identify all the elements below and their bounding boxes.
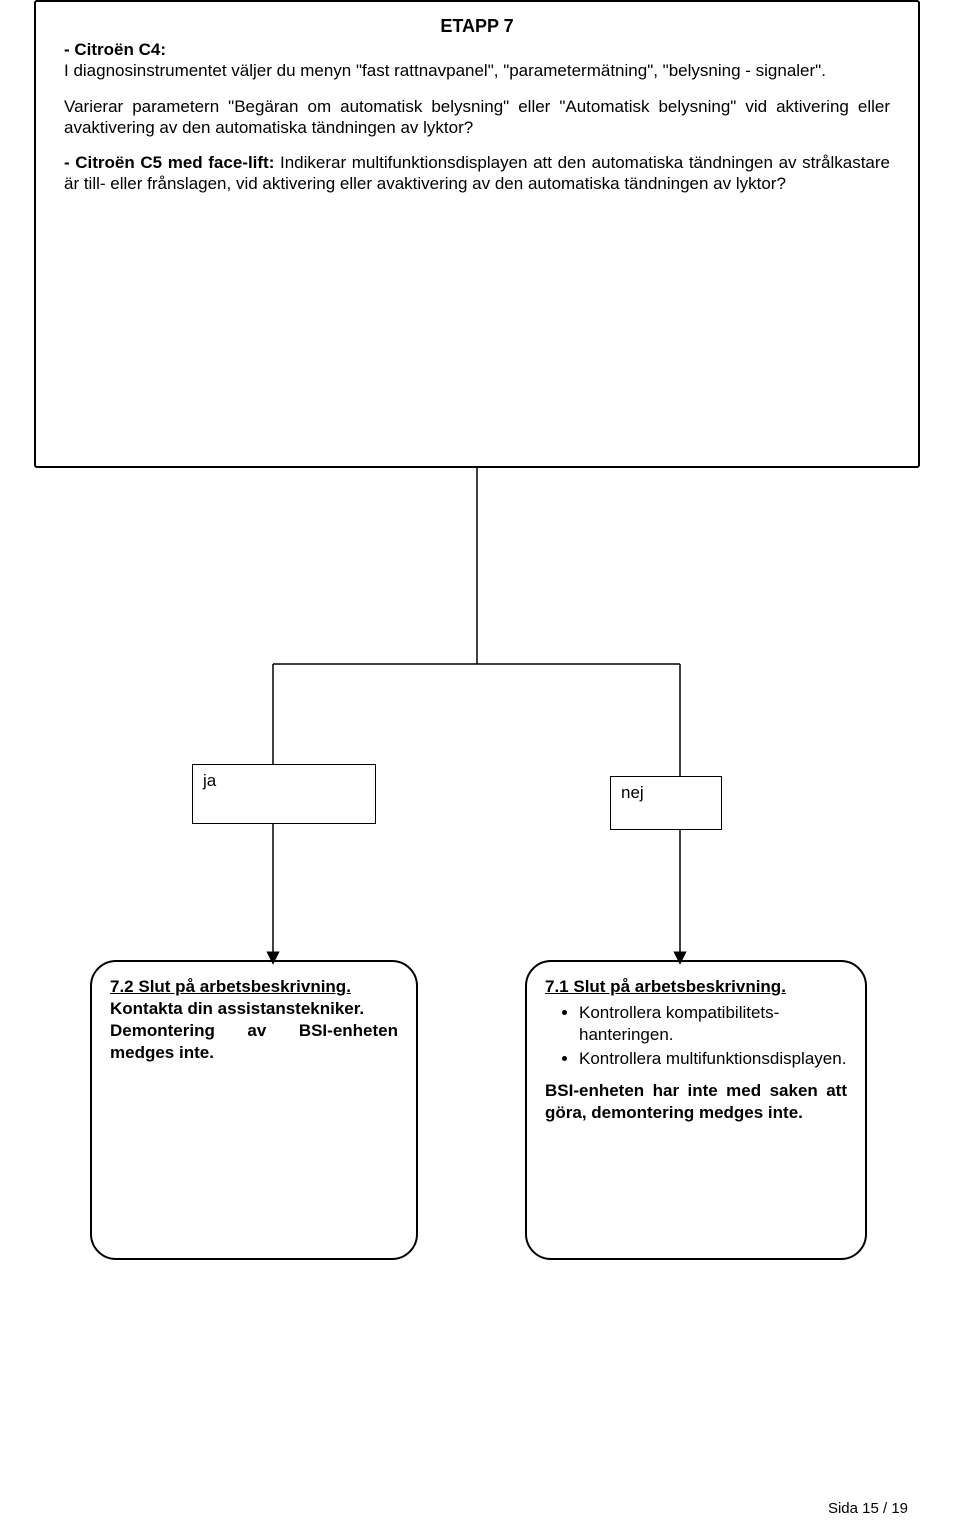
result-7-2-title: 7.2 Slut på arbetsbeskrivning. — [110, 977, 351, 996]
page-footer: Sida 15 / 19 — [828, 1500, 908, 1517]
result-7-1-bullet-2: Kontrollera multifunktionsdisplayen. — [579, 1048, 847, 1070]
result-7-2-line2: Demontering av BSI-enheten medges inte. — [110, 1020, 398, 1064]
etapp7-para-3: - Citroën C5 med face-lift: Indikerar mu… — [64, 152, 890, 195]
result-7-1-bullets: Kontrollera kompatibilitets-hanteringen.… — [545, 1002, 847, 1070]
decision-yes-label: ja — [203, 771, 216, 790]
para1-lead: - Citroën C4: — [64, 40, 166, 59]
etapp7-para-2: Varierar parametern "Begäran om automati… — [64, 96, 890, 139]
etapp7-box: ETAPP 7 - Citroën C4: I diagnosinstrumen… — [34, 0, 920, 468]
decision-no-box: nej — [610, 776, 722, 830]
result-7-2-line1: Kontakta din assistanstekniker. — [110, 999, 364, 1018]
result-7-1-bullet-1: Kontrollera kompatibilitets-hanteringen. — [579, 1002, 847, 1046]
decision-no-label: nej — [621, 783, 644, 802]
para3-lead: - Citroën C5 med face-lift: — [64, 153, 274, 172]
para1-rest: I diagnosinstrumentet väljer du menyn "f… — [64, 61, 826, 80]
decision-yes-box: ja — [192, 764, 376, 824]
result-7-1-title: 7.1 Slut på arbetsbeskrivning. — [545, 977, 786, 996]
result-box-7-2: 7.2 Slut på arbetsbeskrivning. Kontakta … — [90, 960, 418, 1260]
result-box-7-1: 7.1 Slut på arbetsbeskrivning. Kontrolle… — [525, 960, 867, 1260]
para2-rest: Varierar parametern "Begäran om automati… — [64, 97, 890, 137]
result-7-1-trailer: BSI-enheten har inte med saken att göra,… — [545, 1080, 847, 1124]
etapp7-para-1: - Citroën C4: I diagnosinstrumentet välj… — [64, 39, 890, 82]
etapp7-title: ETAPP 7 — [64, 16, 890, 37]
page: ETAPP 7 - Citroën C4: I diagnosinstrumen… — [0, 0, 960, 1536]
